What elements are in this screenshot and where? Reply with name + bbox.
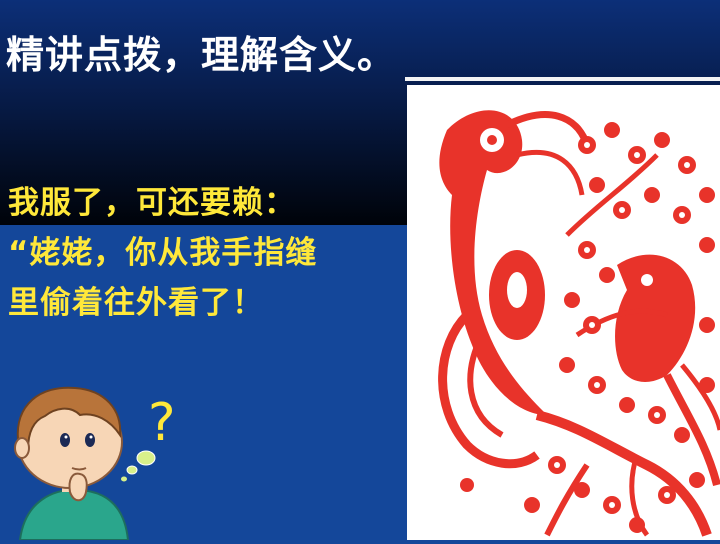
question-mark: ? xyxy=(148,393,176,453)
slide-title: 精讲点拨，理解含义。 xyxy=(6,33,397,77)
papercut-image xyxy=(407,85,720,540)
papercut-phoenix-icon xyxy=(438,110,720,537)
quote-line-2: “姥姥，你从我手指缝 xyxy=(8,235,318,271)
quote-text: 我服了，可还要赖： “姥姥，你从我手指缝 里偷着往外看了！ xyxy=(8,178,400,328)
quote-line-1: 我服了，可还要赖： xyxy=(8,185,296,221)
thinking-boy-icon: ? xyxy=(14,386,176,541)
thinking-boy-illustration: ? xyxy=(0,380,200,541)
quote-line-3: 里偷着往外看了！ xyxy=(8,285,264,321)
divider-line xyxy=(405,77,720,81)
